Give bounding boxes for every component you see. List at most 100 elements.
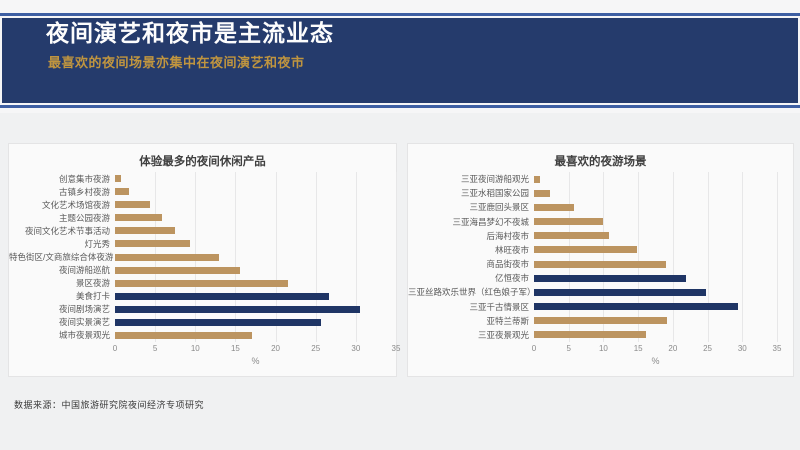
bar-label: 后海村夜市 [486,230,529,241]
bar-track [534,285,777,299]
gridline [235,172,237,342]
chart-row: 灯光秀 [9,237,396,250]
x-axis-unit-label: % [651,356,660,366]
source-note: 数据来源：中国旅游研究院夜间经济专项研究 [14,400,205,410]
bar-track [534,229,777,243]
bar-label: 商品街夜市 [486,259,529,270]
bar [115,175,122,183]
bar-track [115,316,396,329]
grid-layer [534,172,778,342]
bar-label: 亚特兰蒂斯 [486,315,529,326]
x-tick-label: 20 [271,344,281,353]
bar [115,292,329,300]
x-tick-label: 0 [531,344,537,353]
x-tick-label: 15 [633,344,643,353]
bar-label: 创意集市夜游 [58,173,110,184]
bar-track [115,211,396,224]
bar [115,253,220,261]
bar-track [534,328,777,342]
chart-body: 三亚夜间游船观光 三亚水稻国家公园 三亚鹿回头景区 三亚海昌梦幻不夜城 后海村夜市 林旺夜… [408,172,793,366]
bar-label: 三亚鹿回头景区 [469,202,529,213]
chart-row: 美食打卡 [9,290,396,303]
bar [534,303,739,311]
x-tick-label: 20 [668,344,678,353]
header-zone: 夜间演艺和夜市是主流业态 最喜欢的夜间场景亦集中在夜间演艺和夜市 [0,0,800,113]
bar-track [115,303,396,316]
bar-label: 夜间实景演艺 [58,317,110,328]
bar [115,240,190,248]
gridline [355,172,357,342]
x-tick-label: 10 [598,344,608,353]
chart-row: 夜间实景演艺 [9,316,396,329]
bar-label: 夜间游船巡航 [58,265,110,276]
bar [534,274,687,282]
chart-row: 亿恒夜市 [408,271,793,285]
bar [534,288,707,296]
bar [534,260,666,268]
bar-label: 主题公园夜游 [58,212,110,223]
chart-row: 景区夜游 [9,277,396,290]
x-tick-label: 30 [351,344,361,353]
bar-track [534,243,777,257]
bar-track [534,300,777,314]
bar [534,189,550,197]
x-tick-label: 15 [230,344,240,353]
x-tick-label: 35 [391,344,401,353]
gridline [707,172,709,342]
bar-label: 三亚夜景观光 [477,329,529,340]
chart-title: 体验最多的夜间休闲产品 [139,156,266,168]
bar-label: 景区夜游 [75,278,110,289]
bar-label: 三亚夜间游船观光 [460,174,529,185]
header-accent-line-top [0,13,800,16]
gridline [568,172,570,342]
chart-row: 后海村夜市 [408,229,793,243]
chart-row: 特色街区/文商旅综合体夜游 [9,250,396,263]
bar-label: 亿恒夜市 [494,273,529,284]
bar [115,266,241,274]
bar-label: 三亚水稻国家公园 [460,188,529,199]
bar-label: 林旺夜市 [494,244,529,255]
bar-label: 特色街区/文商旅综合体夜游 [9,252,114,262]
chart-row: 夜间文化艺术节事活动 [9,224,396,237]
bar-track [534,215,777,229]
chart-panel-night-products: 体验最多的夜间休闲产品 创意集市夜游 古镇乡村夜游 文化艺术场馆夜游 主题公园夜游 夜间… [8,143,400,377]
bar-rows: 创意集市夜游 古镇乡村夜游 文化艺术场馆夜游 主题公园夜游 夜间文化艺术节事活动 灯光秀特… [9,172,396,342]
bar-label: 三亚千古情景区 [469,301,529,312]
bar-track [115,264,396,277]
bar-track [115,185,396,198]
bar [534,246,638,254]
bar-track [534,314,777,328]
chart-row: 主题公园夜游 [9,211,396,224]
bar-label: 美食打卡 [75,291,110,302]
chart-row: 三亚千古情景区 [408,300,793,314]
chart-row: 夜间剧场演艺 [9,303,396,316]
slide-subtitle: 最喜欢的夜间场景亦集中在夜间演艺和夜市 [48,55,305,70]
bar-track [534,200,777,214]
gridline [603,172,605,342]
chart-row: 亚特兰蒂斯 [408,314,793,328]
chart-row: 创意集市夜游 [9,172,396,185]
bar-label: 城市夜景观光 [58,330,110,341]
bar-track [115,172,396,185]
x-tick-label: 25 [703,344,713,353]
charts-row: 体验最多的夜间休闲产品 创意集市夜游 古镇乡村夜游 文化艺术场馆夜游 主题公园夜游 夜间… [8,143,794,377]
chart-row: 夜间游船巡航 [9,264,396,277]
bar-label: 灯光秀 [84,238,110,249]
chart-row: 三亚夜景观光 [408,328,793,342]
bar-track [115,250,396,263]
chart-row: 文化艺术场馆夜游 [9,198,396,211]
chart-title: 最喜欢的夜游场景 [554,156,647,168]
bar-track [115,277,396,290]
bar-track [534,186,777,200]
bar-rows: 三亚夜间游船观光 三亚水稻国家公园 三亚鹿回头景区 三亚海昌梦幻不夜城 后海村夜市 林旺夜… [408,172,793,342]
bar-track [115,290,396,303]
bar-track [115,224,396,237]
bar-label: 文化艺术场馆夜游 [41,199,110,210]
gridline [638,172,640,342]
chart-row: 城市夜景观光 [9,329,396,342]
x-tick-label: 30 [737,344,747,353]
bar [115,227,176,235]
chart-row: 林旺夜市 [408,243,793,257]
x-tick-label: 25 [311,344,321,353]
